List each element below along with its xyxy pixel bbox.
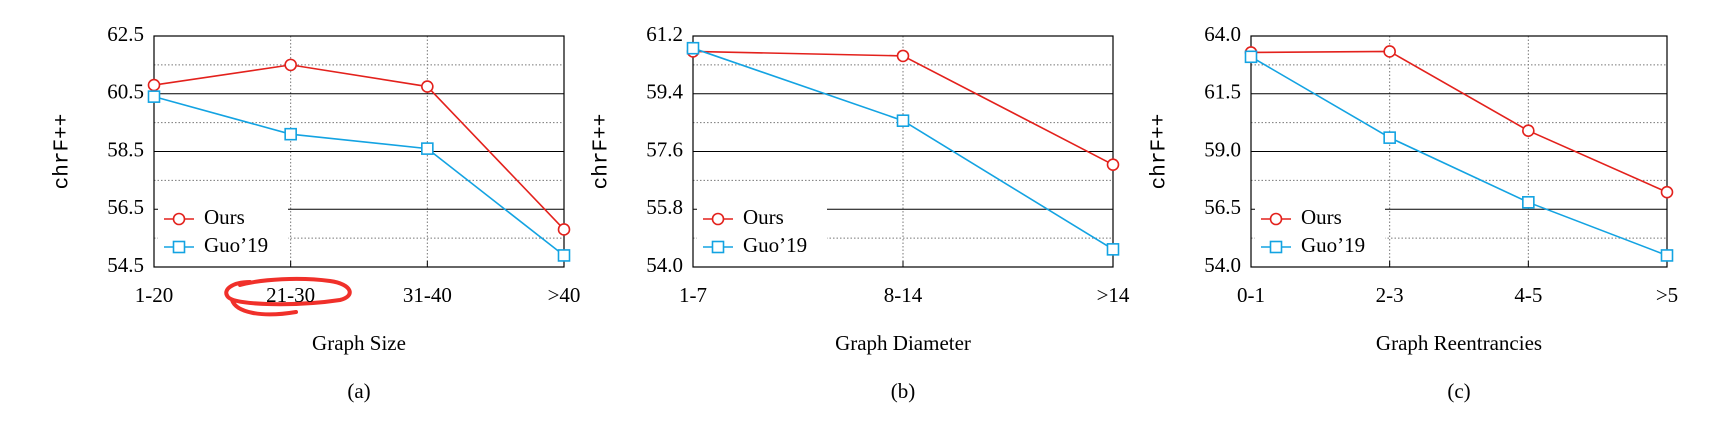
legend-label: Guo’19 <box>1301 233 1365 257</box>
marker <box>686 41 700 55</box>
marker <box>1660 249 1674 262</box>
marker <box>147 78 161 92</box>
series-line <box>1250 50 1668 193</box>
y-tick-label: 61.5 <box>1204 80 1241 104</box>
x-tick-label: 2-3 <box>1376 283 1404 307</box>
marker <box>284 127 297 141</box>
marker <box>1383 131 1396 144</box>
marker <box>557 223 571 236</box>
x-axis-title: Graph Diameter <box>835 331 971 355</box>
legend-label: Ours <box>743 205 784 229</box>
y-tick-label: 60.5 <box>107 80 144 104</box>
marker <box>284 58 297 72</box>
y-tick-label: 59.4 <box>646 80 683 104</box>
caption: (c) <box>1447 379 1470 403</box>
y-tick-label: 56.5 <box>1204 195 1241 219</box>
hand-drawn-circle <box>224 276 352 317</box>
x-axis-title: Graph Reentrancies <box>1376 331 1542 355</box>
y-axis-title: chrF++ <box>1149 114 1172 190</box>
marker <box>557 249 571 262</box>
y-tick-label: 56.5 <box>107 195 144 219</box>
y-tick-label: 59.0 <box>1204 137 1241 161</box>
x-tick-label: 1-7 <box>679 283 707 307</box>
marker <box>1269 212 1283 226</box>
x-tick-label: 1-20 <box>135 283 174 307</box>
x-tick-label: 21-30 <box>266 283 315 307</box>
caption: (b) <box>891 379 916 403</box>
marker <box>1244 50 1258 64</box>
marker <box>1269 240 1283 254</box>
y-tick-label: 57.6 <box>646 137 683 161</box>
legend-label: Guo’19 <box>204 233 268 257</box>
x-axis-title: Graph Size <box>312 331 406 355</box>
x-tick-label: >14 <box>1097 283 1130 307</box>
marker <box>1522 196 1535 209</box>
marker <box>1106 158 1120 171</box>
y-axis-title: chrF++ <box>591 114 614 190</box>
marker <box>896 114 910 127</box>
legend-label: Ours <box>1301 205 1342 229</box>
legend-label: Guo’19 <box>743 233 807 257</box>
x-tick-label: 0-1 <box>1237 283 1265 307</box>
y-axis-title: chrF++ <box>52 114 75 190</box>
series-line <box>153 95 565 257</box>
y-tick-label: 54.0 <box>646 253 683 277</box>
plot-frame <box>1250 35 1668 268</box>
series-line <box>1250 56 1668 257</box>
y-tick-label: 54.0 <box>1204 253 1241 277</box>
plot-frame <box>153 35 565 268</box>
y-tick-label: 61.2 <box>646 22 683 46</box>
y-tick-label: 62.5 <box>107 22 144 46</box>
legend-label: Ours <box>204 205 245 229</box>
series-line <box>153 64 565 231</box>
x-tick-label: 8-14 <box>884 283 923 307</box>
y-tick-label: 55.8 <box>646 195 683 219</box>
marker <box>147 90 161 103</box>
marker <box>172 240 186 254</box>
marker <box>421 80 434 93</box>
marker <box>711 240 725 254</box>
marker <box>1522 124 1535 138</box>
marker <box>896 49 910 63</box>
caption: (a) <box>347 379 370 403</box>
marker <box>1383 45 1396 58</box>
marker <box>421 142 434 155</box>
marker <box>172 212 186 226</box>
marker <box>711 212 725 226</box>
x-tick-label: >40 <box>548 283 581 307</box>
y-tick-label: 54.5 <box>107 253 144 277</box>
marker <box>1660 185 1674 199</box>
y-tick-label: 64.0 <box>1204 22 1241 46</box>
x-tick-label: 4-5 <box>1514 283 1542 307</box>
y-tick-label: 58.5 <box>107 137 144 161</box>
x-tick-label: 31-40 <box>403 283 452 307</box>
marker <box>1106 243 1120 256</box>
x-tick-label: >5 <box>1656 283 1678 307</box>
